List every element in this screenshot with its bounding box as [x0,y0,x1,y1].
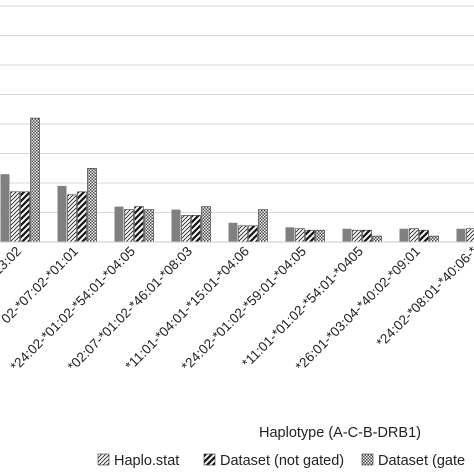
bar-2-1 [10,191,20,243]
bar-3-7 [362,229,372,243]
bar-2-8 [409,228,419,243]
bar-2-7 [352,229,362,243]
bar-2-9 [466,228,474,243]
gridlines [0,5,474,213]
x-tick-label: *11:01-*01:02-*54:01-*0405 [239,244,366,371]
bar-2-6 [295,228,305,243]
bar-2-4 [181,215,191,243]
x-tick-label: *24:02-*08:01-*40:06-* [373,243,474,350]
x-tick-label: 13:02 [0,244,24,279]
bar-4-2 [87,168,97,243]
legend-swatch [203,453,216,466]
bar-1-9 [456,228,466,242]
bar-3-2 [77,191,87,243]
bar-1-7 [342,228,352,242]
bar-4-7 [372,235,382,243]
bar-4-6 [315,229,325,243]
legend-swatch [97,453,110,466]
bar-1-4 [171,209,181,243]
legend-label: Dataset (gate [378,453,465,469]
bar-1-5 [228,222,238,242]
bar-3-5 [248,225,258,243]
bar-1-1 [0,174,10,242]
bar-3-3 [134,206,144,243]
bar-2-2 [67,194,77,243]
bar-3-4 [191,215,201,243]
bar-3-6 [305,229,315,243]
bar-1-6 [285,227,295,243]
legend-label: Haplo.stat [114,453,179,469]
bar-4-1 [30,117,40,243]
bar-3-1 [20,191,30,243]
bar-2-5 [238,225,248,243]
bar-1-2 [57,185,67,242]
legend-label: Dataset (not gated) [220,453,344,469]
bar-2-3 [124,209,134,243]
bar-4-8 [429,235,439,243]
bar-4-4 [201,206,211,243]
bar-1-8 [399,228,409,242]
bars [0,117,474,243]
bar-3-8 [419,229,429,243]
bar-4-5 [258,209,268,243]
bar-4-3 [144,209,154,243]
legend-swatch [361,453,374,466]
x-axis-title: Haplotype (A-C-B-DRB1) [259,425,421,441]
bar-1-3 [114,206,124,242]
x-tick-labels: 13:0202-*07:02-*01:01*24:02-*01:02-*54:0… [0,243,474,374]
